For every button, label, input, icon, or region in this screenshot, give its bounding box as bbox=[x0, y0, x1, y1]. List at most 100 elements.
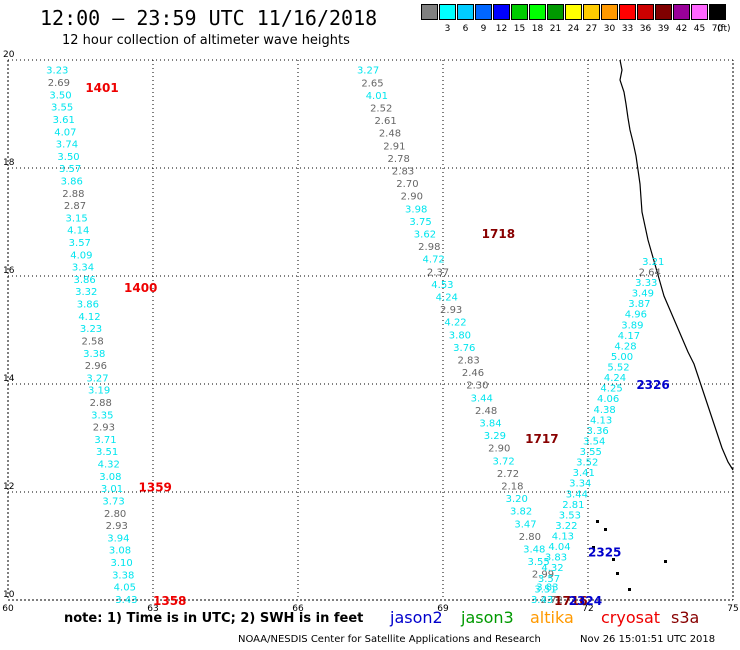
lat-tick-label: 18 bbox=[3, 158, 15, 168]
track-b-wave-value: 3.29 bbox=[484, 431, 506, 442]
track-c-wave-value: 4.24 bbox=[604, 373, 626, 384]
page-subtitle: 12 hour collection of altimeter wave hei… bbox=[62, 33, 350, 48]
track-b-wave-value: 3.48 bbox=[523, 545, 545, 556]
island bbox=[596, 520, 599, 523]
legend-swatch bbox=[457, 4, 474, 20]
legend-label: 6 bbox=[462, 24, 469, 34]
timestamp: Nov 26 15:01:51 UTC 2018 bbox=[580, 634, 716, 645]
track-a-wave-value: 3.50 bbox=[57, 152, 79, 163]
track-b-wave-value: 3.72 bbox=[493, 456, 515, 467]
track-a-wave-value: 3.86 bbox=[61, 176, 83, 187]
track-b-wave-value: 2.30 bbox=[466, 381, 488, 392]
legend-label: 12 bbox=[495, 24, 508, 34]
track-b-wave-value: 3.84 bbox=[479, 419, 501, 430]
island bbox=[628, 588, 631, 591]
lat-tick-label: 12 bbox=[3, 482, 14, 492]
track-c-wave-value: 3.51 bbox=[534, 584, 556, 595]
lon-tick-label: 66 bbox=[292, 604, 304, 614]
track-b-wave-value: 3.47 bbox=[514, 519, 536, 530]
track-b-wave-value: 4.01 bbox=[366, 91, 388, 102]
track-a-wave-value: 3.23 bbox=[46, 66, 68, 77]
track-c-wave-value: 2.81 bbox=[562, 500, 584, 511]
legend-swatch bbox=[655, 4, 672, 20]
track-c-wave-value: 4.04 bbox=[548, 542, 570, 553]
legend-swatch bbox=[583, 4, 600, 20]
track-c-wave-value: 3.57 bbox=[538, 574, 560, 585]
legend-swatch bbox=[511, 4, 528, 20]
track-c-wave-value: 2.64 bbox=[639, 267, 661, 278]
track-c-wave-value: 4.28 bbox=[614, 341, 636, 352]
track-b-wave-value: 2.80 bbox=[519, 532, 541, 543]
track-c-wave-value: 3.83 bbox=[545, 553, 567, 564]
track-a-wave-value: 3.57 bbox=[59, 164, 81, 175]
track-b-wave-value: 2.52 bbox=[370, 104, 392, 115]
legend-label: 18 bbox=[531, 24, 544, 34]
track-a-wave-value: 3.35 bbox=[91, 410, 113, 421]
track-a-wave-value: 3.08 bbox=[109, 546, 131, 557]
track-b-wave-value: 2.37 bbox=[427, 267, 449, 278]
track-a-wave-value: 2.87 bbox=[64, 201, 86, 212]
track-a-wave-value: 2.93 bbox=[106, 521, 128, 532]
track-a-wave-value: 3.32 bbox=[75, 287, 97, 298]
legend-label: 15 bbox=[513, 24, 526, 34]
lat-tick-label: 20 bbox=[3, 50, 15, 60]
footer-note: note: 1) Time is in UTC; 2) SWH is in fe… bbox=[64, 611, 364, 626]
track-a-wave-value: 4.07 bbox=[54, 127, 76, 138]
track-a-wave-value: 2.88 bbox=[90, 398, 112, 409]
track-b-wave-value: 2.93 bbox=[440, 305, 462, 316]
legend-swatch bbox=[601, 4, 618, 20]
track-b-time-label: 1718 bbox=[482, 227, 515, 241]
track-b-wave-value: 4.24 bbox=[436, 293, 458, 304]
lon-tick-label: 75 bbox=[727, 604, 738, 614]
lon-tick-label: 63 bbox=[147, 604, 158, 614]
track-c-wave-value: 3.89 bbox=[621, 320, 643, 331]
legend-swatch bbox=[421, 4, 438, 20]
track-a-time-label: 1400 bbox=[124, 281, 157, 295]
legend-swatch bbox=[475, 4, 492, 20]
track-a-wave-value: 2.69 bbox=[48, 78, 70, 89]
legend-label: 42 bbox=[675, 24, 688, 34]
track-a-wave-value: 4.09 bbox=[70, 250, 92, 261]
track-a-wave-value: 3.86 bbox=[73, 275, 95, 286]
track-a-wave-value: 3.43 bbox=[115, 595, 137, 606]
track-b-wave-value: 2.72 bbox=[497, 469, 519, 480]
track-b-wave-value: 3.44 bbox=[471, 393, 493, 404]
track-b-time-label: 1717 bbox=[525, 432, 558, 446]
legend-label: 45 bbox=[693, 24, 706, 34]
satellite-jason2: jason2 bbox=[390, 608, 443, 627]
track-a-time-label: 1359 bbox=[139, 481, 172, 495]
track-b-wave-value: 2.83 bbox=[458, 356, 480, 367]
track-b-wave-value: 2.83 bbox=[392, 167, 414, 178]
track-c-wave-value: 4.38 bbox=[593, 405, 615, 416]
lat-tick-label: 14 bbox=[3, 374, 15, 384]
legend-swatch bbox=[493, 4, 510, 20]
track-b-wave-value: 2.72 bbox=[541, 595, 563, 606]
track-b-wave-value: 3.20 bbox=[506, 494, 528, 505]
track-a-wave-value: 4.32 bbox=[98, 460, 120, 471]
track-b-wave-value: 2.46 bbox=[462, 368, 484, 379]
track-a-wave-value: 2.93 bbox=[93, 423, 115, 434]
track-a-wave-value: 3.73 bbox=[102, 496, 124, 507]
track-b-wave-value: 2.90 bbox=[401, 192, 423, 203]
legend-swatch bbox=[673, 4, 690, 20]
track-b-wave-value: 4.53 bbox=[431, 280, 453, 291]
track-a-time-label: 1401 bbox=[85, 81, 118, 95]
track-a-time-label: 1358 bbox=[153, 594, 186, 608]
track-a-wave-value: 3.50 bbox=[49, 90, 71, 101]
satellite-jason3: jason3 bbox=[461, 608, 514, 627]
lat-tick-label: 10 bbox=[3, 590, 15, 600]
track-b-wave-value: 2.65 bbox=[361, 78, 383, 89]
track-c-wave-value: 3.53 bbox=[559, 510, 581, 521]
track-b-wave-value: 3.83 bbox=[536, 582, 558, 593]
track-c-wave-value: 5.00 bbox=[611, 352, 633, 363]
track-b-wave-value: 3.75 bbox=[409, 217, 431, 228]
legend-label: 30 bbox=[603, 24, 616, 34]
legend-swatch bbox=[691, 4, 708, 20]
island bbox=[664, 560, 667, 563]
track-c-wave-value: 3.22 bbox=[555, 521, 577, 532]
track-a-wave-value: 3.61 bbox=[53, 115, 75, 126]
track-c-wave-value: 4.96 bbox=[625, 310, 647, 321]
track-c-wave-value: 3.52 bbox=[576, 458, 598, 469]
track-b-wave-value: 4.72 bbox=[423, 255, 445, 266]
